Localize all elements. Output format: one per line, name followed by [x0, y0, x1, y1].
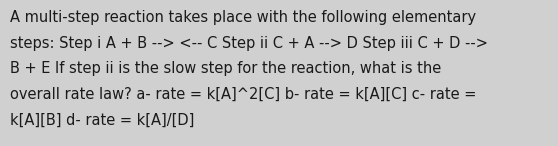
- Text: k[A][B] d- rate = k[A]/[D]: k[A][B] d- rate = k[A]/[D]: [10, 112, 194, 127]
- Text: steps: Step i A + B --> <-- C Step ii C + A --> D Step iii C + D -->: steps: Step i A + B --> <-- C Step ii C …: [10, 36, 488, 51]
- Text: A multi-step reaction takes place with the following elementary: A multi-step reaction takes place with t…: [10, 10, 476, 25]
- Text: B + E If step ii is the slow step for the reaction, what is the: B + E If step ii is the slow step for th…: [10, 61, 441, 76]
- Text: overall rate law? a- rate = k[A]^2[C] b- rate = k[A][C] c- rate =: overall rate law? a- rate = k[A]^2[C] b-…: [10, 87, 477, 102]
